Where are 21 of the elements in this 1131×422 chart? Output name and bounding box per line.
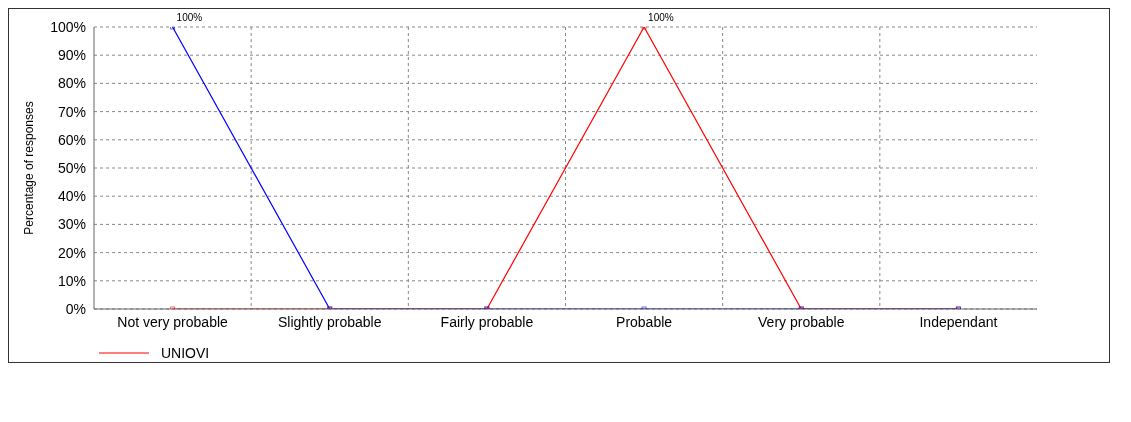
y-tick-label: 90% bbox=[57, 47, 86, 64]
legend-label: UNIOVI bbox=[161, 345, 210, 361]
y-tick-label: 30% bbox=[57, 216, 86, 233]
y-tick-label: 70% bbox=[57, 103, 86, 120]
y-tick-label: 20% bbox=[57, 244, 86, 261]
x-tick-label: Fairly probable bbox=[440, 313, 534, 330]
y-tick-label: 0% bbox=[65, 300, 86, 317]
data-label: 100% bbox=[176, 12, 203, 23]
x-tick-label: Independant bbox=[919, 313, 998, 330]
y-tick-label: 10% bbox=[57, 272, 86, 289]
y-tick-label: 40% bbox=[57, 188, 86, 205]
x-tick-label: Slightly probable bbox=[277, 313, 382, 330]
x-tick-label: Very probable bbox=[758, 313, 845, 330]
y-tick-label: 80% bbox=[57, 75, 86, 92]
y-tick-label: 60% bbox=[57, 131, 86, 148]
y-axis-title: Percentage of responses bbox=[22, 101, 37, 235]
data-label: 100% bbox=[648, 12, 674, 23]
y-tick-label: 100% bbox=[50, 18, 86, 35]
x-tick-label: Not very probable bbox=[117, 313, 229, 330]
y-tick-label: 50% bbox=[57, 159, 86, 176]
x-tick-label: Probable bbox=[616, 313, 673, 330]
